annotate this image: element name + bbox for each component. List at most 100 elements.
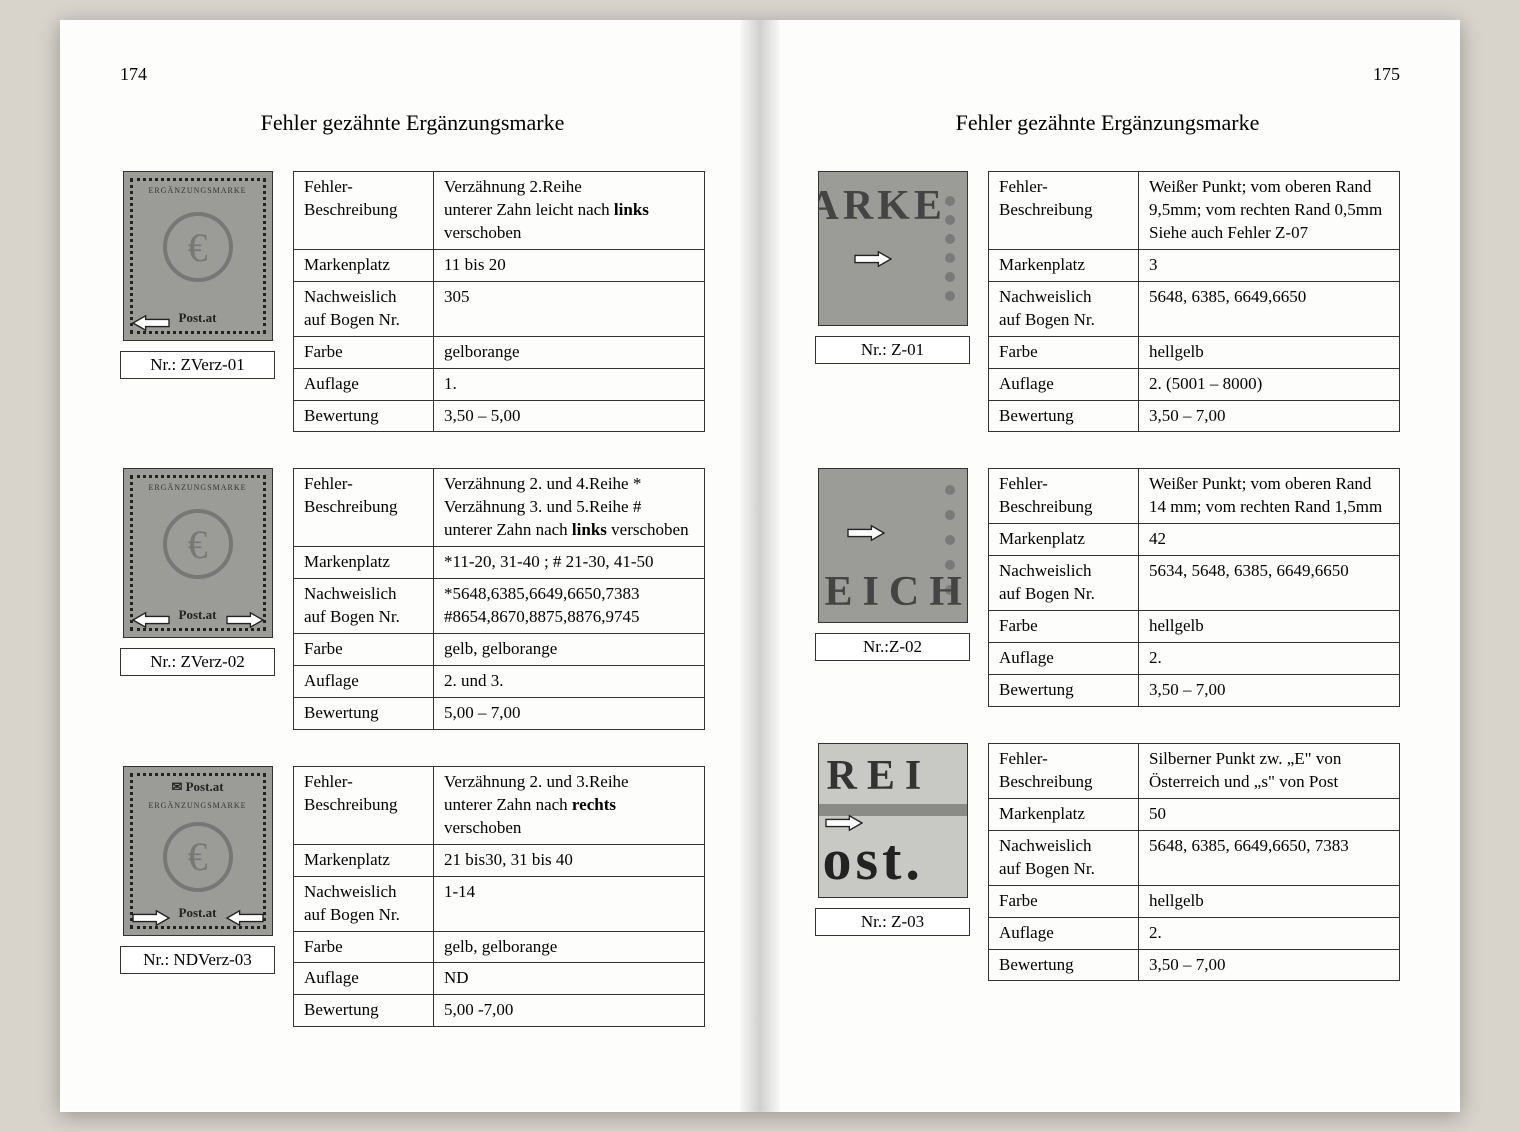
row-value: 1-14 bbox=[434, 876, 705, 931]
row-label: Bewertung bbox=[294, 697, 434, 729]
entry-number: Nr.: NDVerz-03 bbox=[120, 946, 275, 974]
row-value: 2. (5001 – 8000) bbox=[1139, 368, 1400, 400]
entry-number: Nr.: Z-01 bbox=[815, 336, 970, 364]
row-label: Nachweislichauf Bogen Nr. bbox=[294, 579, 434, 634]
row-value: Weißer Punkt; vom oberen Rand14 mm; vom … bbox=[1139, 469, 1400, 524]
row-label: Fehler-Beschreibung bbox=[989, 469, 1139, 524]
row-value: *11-20, 31-40 ; # 21-30, 41-50 bbox=[434, 547, 705, 579]
row-label: Nachweislichauf Bogen Nr. bbox=[294, 281, 434, 336]
row-label: Bewertung bbox=[294, 995, 434, 1027]
row-label: Farbe bbox=[294, 931, 434, 963]
row-label: Farbe bbox=[989, 611, 1139, 643]
row-value: 3,50 – 7,00 bbox=[1139, 675, 1400, 707]
row-value: hellgelb bbox=[1139, 336, 1400, 368]
page-left: 174 Fehler gezähnte Ergänzungsmarke ERGÄ… bbox=[60, 20, 760, 1110]
row-label: Markenplatz bbox=[989, 524, 1139, 556]
row-value: Verzähnung 2. und 4.Reihe *Verzähnung 3.… bbox=[434, 469, 705, 547]
thumb-column: ✉ Post.at ERGÄNZUNGSMARKE Post.at Nr.: N… bbox=[120, 766, 275, 974]
row-value: 1. bbox=[434, 368, 705, 400]
stamp-thumbnail: REI ost. bbox=[818, 743, 968, 898]
stamp-thumbnail: ERGÄNZUNGSMARKE Post.at bbox=[123, 468, 273, 638]
row-value: ND bbox=[434, 963, 705, 995]
row-value: gelborange bbox=[434, 336, 705, 368]
row-label: Bewertung bbox=[989, 949, 1139, 981]
row-label: Fehler-Beschreibung bbox=[294, 172, 434, 250]
thumb-column: REI ost. Nr.: Z-03 bbox=[815, 743, 970, 936]
row-value: 305 bbox=[434, 281, 705, 336]
row-label: Farbe bbox=[989, 336, 1139, 368]
entry-table: Fehler-Beschreibung Silberner Punkt zw. … bbox=[988, 743, 1400, 982]
thumb-column: EICH Nr.:Z-02 bbox=[815, 468, 970, 661]
row-label: Auflage bbox=[989, 643, 1139, 675]
row-value: 3,50 – 5,00 bbox=[434, 400, 705, 432]
thumb-column: ERGÄNZUNGSMARKE Post.at Nr.: ZVerz-01 bbox=[120, 171, 275, 379]
row-value: Weißer Punkt; vom oberen Rand9,5mm; vom … bbox=[1139, 172, 1400, 250]
row-value: hellgelb bbox=[1139, 611, 1400, 643]
row-label: Nachweislichauf Bogen Nr. bbox=[294, 876, 434, 931]
row-label: Bewertung bbox=[294, 400, 434, 432]
stamp-thumbnail: ERGÄNZUNGSMARKE Post.at bbox=[123, 171, 273, 341]
row-label: Nachweislichauf Bogen Nr. bbox=[989, 556, 1139, 611]
row-value: hellgelb bbox=[1139, 885, 1400, 917]
row-label: Fehler-Beschreibung bbox=[989, 743, 1139, 798]
row-value: Silberner Punkt zw. „E" vonÖsterreich un… bbox=[1139, 743, 1400, 798]
row-label: Auflage bbox=[989, 368, 1139, 400]
row-label: Nachweislichauf Bogen Nr. bbox=[989, 830, 1139, 885]
catalog-entry: ERGÄNZUNGSMARKE Post.at Nr.: ZVerz-02 Fe… bbox=[120, 468, 705, 729]
row-value: gelb, gelborange bbox=[434, 634, 705, 666]
row-value: 5648, 6385, 6649,6650 bbox=[1139, 281, 1400, 336]
row-label: Fehler-Beschreibung bbox=[989, 172, 1139, 250]
row-label: Fehler-Beschreibung bbox=[294, 766, 434, 844]
row-value: 21 bis30, 31 bis 40 bbox=[434, 844, 705, 876]
row-label: Auflage bbox=[294, 368, 434, 400]
thumb-column: ARKE Nr.: Z-01 bbox=[815, 171, 970, 364]
entry-table: Fehler-Beschreibung Weißer Punkt; vom ob… bbox=[988, 171, 1400, 432]
entry-table: Fehler-Beschreibung Verzähnung 2. und 4.… bbox=[293, 468, 705, 729]
row-label: Farbe bbox=[989, 885, 1139, 917]
entry-number: Nr.: Z-03 bbox=[815, 908, 970, 936]
row-value: 2. und 3. bbox=[434, 666, 705, 698]
catalog-entry: EICH Nr.:Z-02 Fehler-Beschreibung Weißer… bbox=[815, 468, 1400, 707]
row-value: *5648,6385,6649,6650,7383#8654,8670,8875… bbox=[434, 579, 705, 634]
row-value: 5,00 -7,00 bbox=[434, 995, 705, 1027]
row-value: 3,50 – 7,00 bbox=[1139, 949, 1400, 981]
stamp-thumbnail: ✉ Post.at ERGÄNZUNGSMARKE Post.at bbox=[123, 766, 273, 936]
row-label: Nachweislichauf Bogen Nr. bbox=[989, 281, 1139, 336]
page-number: 175 bbox=[1373, 64, 1400, 85]
entry-table: Fehler-Beschreibung Weißer Punkt; vom ob… bbox=[988, 468, 1400, 707]
row-value: 42 bbox=[1139, 524, 1400, 556]
row-label: Auflage bbox=[989, 917, 1139, 949]
row-label: Bewertung bbox=[989, 675, 1139, 707]
row-value: 3,50 – 7,00 bbox=[1139, 400, 1400, 432]
page-heading: Fehler gezähnte Ergänzungsmarke bbox=[120, 110, 705, 136]
page-number: 174 bbox=[120, 64, 147, 85]
row-label: Markenplatz bbox=[989, 798, 1139, 830]
page-right: 175 Fehler gezähnte Ergänzungsmarke ARKE… bbox=[760, 20, 1460, 1110]
entry-number: Nr.: ZVerz-02 bbox=[120, 648, 275, 676]
thumb-column: ERGÄNZUNGSMARKE Post.at Nr.: ZVerz-02 bbox=[120, 468, 275, 676]
entry-table: Fehler-Beschreibung Verzähnung 2. und 3.… bbox=[293, 766, 705, 1027]
row-value: 5634, 5648, 6385, 6649,6650 bbox=[1139, 556, 1400, 611]
catalog-entry: REI ost. Nr.: Z-03 Fehler-Beschreibung S… bbox=[815, 743, 1400, 982]
row-value: Verzähnung 2.Reiheunterer Zahn leicht na… bbox=[434, 172, 705, 250]
book-spread: 174 Fehler gezähnte Ergänzungsmarke ERGÄ… bbox=[60, 20, 1460, 1112]
page-heading: Fehler gezähnte Ergänzungsmarke bbox=[815, 110, 1400, 136]
stamp-thumbnail: EICH bbox=[818, 468, 968, 623]
catalog-entry: ARKE Nr.: Z-01 Fehler-Beschreibung Weiße… bbox=[815, 171, 1400, 432]
stamp-thumbnail: ARKE bbox=[818, 171, 968, 326]
row-label: Markenplatz bbox=[989, 249, 1139, 281]
row-value: 5648, 6385, 6649,6650, 7383 bbox=[1139, 830, 1400, 885]
row-label: Markenplatz bbox=[294, 249, 434, 281]
entry-table: Fehler-Beschreibung Verzähnung 2.Reiheun… bbox=[293, 171, 705, 432]
row-value: 11 bis 20 bbox=[434, 249, 705, 281]
row-value: 2. bbox=[1139, 917, 1400, 949]
catalog-entry: ✉ Post.at ERGÄNZUNGSMARKE Post.at Nr.: N… bbox=[120, 766, 705, 1027]
row-label: Auflage bbox=[294, 666, 434, 698]
row-label: Farbe bbox=[294, 634, 434, 666]
entry-number: Nr.:Z-02 bbox=[815, 633, 970, 661]
row-label: Markenplatz bbox=[294, 547, 434, 579]
row-value: Verzähnung 2. und 3.Reiheunterer Zahn na… bbox=[434, 766, 705, 844]
row-label: Bewertung bbox=[989, 400, 1139, 432]
row-value: 50 bbox=[1139, 798, 1400, 830]
row-label: Fehler-Beschreibung bbox=[294, 469, 434, 547]
